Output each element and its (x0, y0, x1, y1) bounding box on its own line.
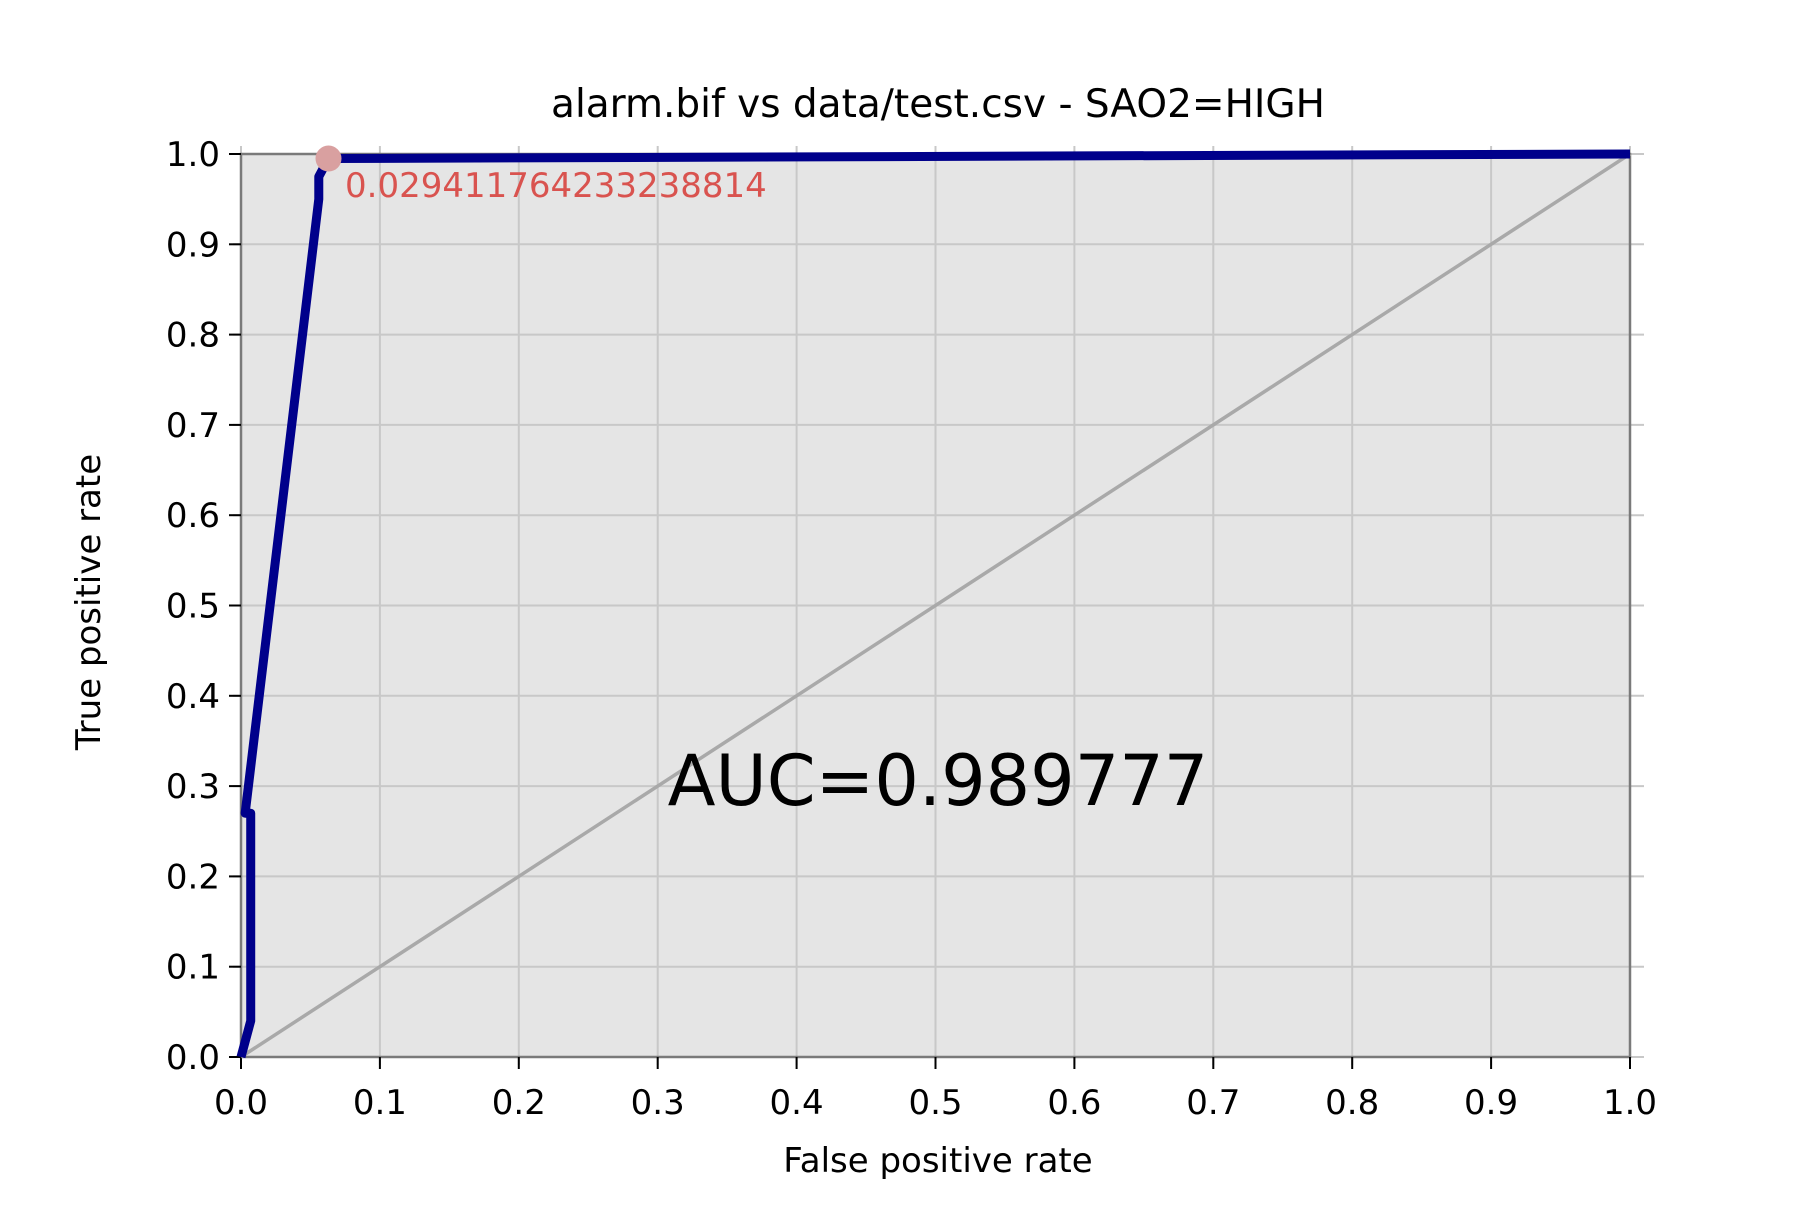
x-axis-label: False positive rate (783, 1141, 1092, 1181)
y-tick-label: 0.5 (166, 587, 220, 627)
x-tick-label: 0.5 (908, 1083, 962, 1123)
highlight-point-marker (315, 145, 342, 172)
x-tick-label: 0.0 (214, 1083, 268, 1123)
x-tick-label: 0.4 (770, 1083, 824, 1123)
y-tick-label: 0.1 (166, 948, 220, 988)
x-tick-label: 0.9 (1464, 1083, 1518, 1123)
y-tick-label: 0.9 (166, 225, 220, 265)
y-tick-label: 1.0 (166, 135, 220, 175)
y-tick-label: 0.7 (166, 406, 220, 446)
x-tick-label: 0.6 (1047, 1083, 1101, 1123)
x-tick-label: 1.0 (1603, 1083, 1657, 1123)
diagonal-reference-line (240, 152, 1631, 1059)
highlight-point-label: 0.029411764233238814 (345, 166, 767, 206)
auc-annotation: AUC=0.989777 (668, 740, 1209, 822)
x-tick-label: 0.3 (631, 1083, 685, 1123)
y-tick-label: 0.2 (166, 857, 220, 897)
y-tick-label: 0.4 (166, 677, 220, 717)
y-tick-label: 0.3 (166, 767, 220, 807)
y-tick-label: 0.6 (166, 496, 220, 536)
y-tick-label: 0.0 (166, 1038, 220, 1078)
y-axis-label: True positive rate (69, 454, 109, 751)
x-tick-label: 0.1 (353, 1083, 407, 1123)
y-tick-label: 0.8 (166, 316, 220, 356)
x-tick-label: 0.7 (1186, 1083, 1240, 1123)
x-tick-label: 0.8 (1325, 1083, 1379, 1123)
x-tick-label: 0.2 (492, 1083, 546, 1123)
chart-title: alarm.bif vs data/test.csv - SAO2=HIGH (551, 82, 1325, 127)
